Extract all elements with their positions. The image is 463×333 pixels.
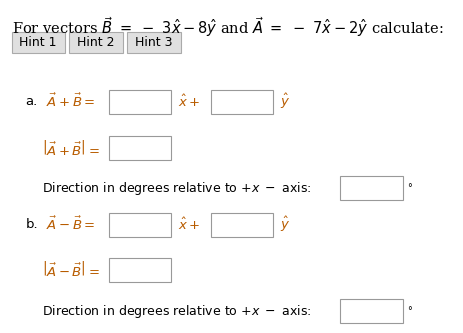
FancyBboxPatch shape bbox=[109, 258, 171, 282]
Text: $\hat{x} +$: $\hat{x} +$ bbox=[178, 94, 200, 110]
Text: Hint 2: Hint 2 bbox=[77, 36, 115, 49]
FancyBboxPatch shape bbox=[211, 213, 273, 237]
Text: $\vec{A} - \vec{B} =$: $\vec{A} - \vec{B} =$ bbox=[46, 216, 96, 233]
FancyBboxPatch shape bbox=[340, 299, 403, 323]
FancyBboxPatch shape bbox=[12, 32, 65, 53]
Text: $\hat{x} +$: $\hat{x} +$ bbox=[178, 217, 200, 233]
Text: b.: b. bbox=[25, 218, 38, 231]
Text: $\vec{A} + \vec{B} =$: $\vec{A} + \vec{B} =$ bbox=[46, 93, 96, 110]
Text: $\left|\vec{A} + \vec{B}\right| =$: $\left|\vec{A} + \vec{B}\right| =$ bbox=[42, 139, 100, 158]
Text: $\hat{y}$: $\hat{y}$ bbox=[280, 215, 290, 234]
FancyBboxPatch shape bbox=[109, 136, 171, 160]
Text: °: ° bbox=[407, 183, 412, 193]
FancyBboxPatch shape bbox=[127, 32, 181, 53]
FancyBboxPatch shape bbox=[69, 32, 123, 53]
Text: a.: a. bbox=[25, 95, 38, 108]
Text: Direction in degrees relative to $+x\ -$ axis:: Direction in degrees relative to $+x\ -$… bbox=[42, 179, 311, 197]
Text: For vectors $\vec{B}\ =\ -\ 3\hat{x} - 8\hat{y}$ and $\vec{A}\ =\ -\ 7\hat{x} - : For vectors $\vec{B}\ =\ -\ 3\hat{x} - 8… bbox=[12, 15, 443, 39]
Text: °: ° bbox=[407, 306, 412, 316]
Text: Hint 3: Hint 3 bbox=[135, 36, 173, 49]
Text: Direction in degrees relative to $+x\ -$ axis:: Direction in degrees relative to $+x\ -$… bbox=[42, 303, 311, 320]
Text: Hint 1: Hint 1 bbox=[19, 36, 57, 49]
FancyBboxPatch shape bbox=[109, 90, 171, 114]
FancyBboxPatch shape bbox=[109, 213, 171, 237]
Text: $\hat{y}$: $\hat{y}$ bbox=[280, 92, 290, 111]
FancyBboxPatch shape bbox=[211, 90, 273, 114]
Text: $\left|\vec{A} - \vec{B}\right| =$: $\left|\vec{A} - \vec{B}\right| =$ bbox=[42, 260, 100, 279]
FancyBboxPatch shape bbox=[340, 176, 403, 200]
